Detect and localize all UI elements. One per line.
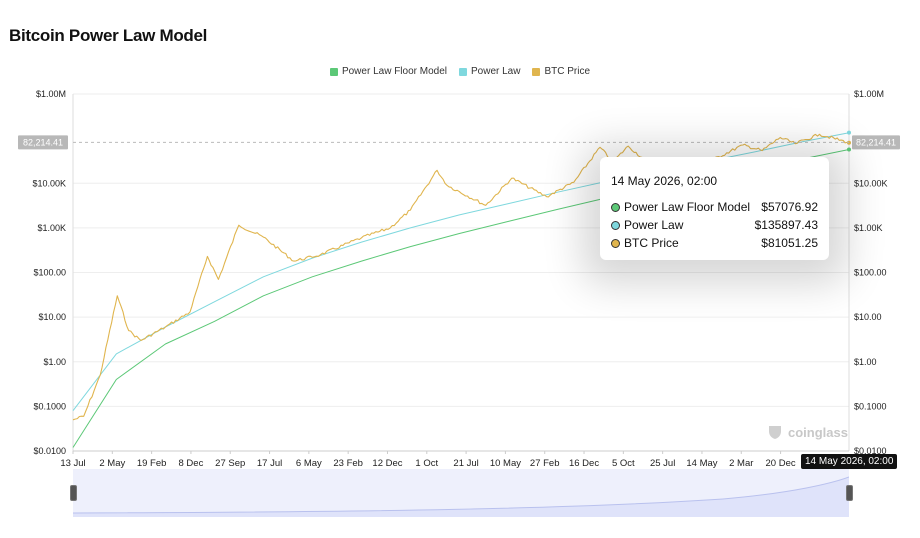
series-line-btc-price xyxy=(72,133,850,421)
x-tick-label: 8 Dec xyxy=(179,458,204,469)
watermark: coinglass xyxy=(766,423,848,441)
page-title: Bitcoin Power Law Model xyxy=(9,26,208,45)
legend-label: Power Law xyxy=(471,66,521,77)
tooltip-series-name: BTC Price xyxy=(624,236,679,250)
y-tick-label-right: $1.00 xyxy=(854,357,877,367)
tooltip-series-value: $81051.25 xyxy=(761,236,818,250)
crosshair-price-box-left xyxy=(18,135,68,150)
y-tick-label-left: $100.00 xyxy=(33,268,66,278)
y-tick-label-right: $1.00M xyxy=(854,89,884,99)
y-tick-label-left: $1.00M xyxy=(36,89,66,99)
y-tick-label-left: $10.00 xyxy=(38,312,66,322)
chart-tooltip: 14 May 2026, 02:00 Power Law Floor Model… xyxy=(600,157,829,260)
crosshair-date-label: 14 May 2026, 02:00 xyxy=(801,454,898,469)
x-tick-label: 20 Dec xyxy=(766,458,796,469)
slider-preview xyxy=(73,476,849,517)
x-tick-label: 17 Jul xyxy=(257,458,282,469)
x-tick-label: 2 Mar xyxy=(729,458,753,469)
tooltip-row-floor-model: Power Law Floor Model $57076.92 xyxy=(611,198,818,216)
x-tick-label: 12 Dec xyxy=(372,458,402,469)
x-tick-label: 1 Oct xyxy=(415,458,438,469)
tooltip-series-name: Power Law Floor Model xyxy=(624,200,751,214)
x-tick-label: 16 Dec xyxy=(569,458,599,469)
tooltip-series-name: Power Law xyxy=(624,218,684,232)
y-tick-label-right: $0.1000 xyxy=(854,401,887,411)
crosshair-price-box-right xyxy=(852,135,900,150)
tooltip-dot-power-law xyxy=(611,220,620,230)
y-tick-label-right: $10.00K xyxy=(854,178,888,188)
chart-legend: Power Law Floor Model Power Law BTC Pric… xyxy=(0,66,920,77)
coinglass-logo-icon xyxy=(769,426,781,439)
x-tick-label: 5 Oct xyxy=(612,458,635,469)
y-tick-label-left: $10.00K xyxy=(32,178,66,188)
legend-item-power-law[interactable]: Power Law xyxy=(459,66,520,77)
y-tick-label-left: $1.00 xyxy=(43,357,66,367)
tooltip-row-power-law: Power Law $135897.43 xyxy=(611,216,818,234)
watermark-text: coinglass xyxy=(788,424,848,440)
x-tick-label: 23 Feb xyxy=(333,458,363,469)
x-tick-label: 27 Feb xyxy=(530,458,560,469)
legend-swatch-btc-price xyxy=(532,67,541,76)
tooltip-dot-btc-price xyxy=(611,238,620,248)
x-tick-label: 6 May xyxy=(296,458,322,469)
legend-swatch-floor-model xyxy=(329,67,338,76)
y-tick-label-right: $100.00 xyxy=(854,268,887,278)
x-tick-label: 21 Jul xyxy=(453,458,478,469)
y-tick-label-left: $1.00K xyxy=(37,223,66,233)
legend-item-floor-model[interactable]: Power Law Floor Model xyxy=(329,66,447,77)
y-tick-label-left: $0.1000 xyxy=(33,401,66,411)
y-tick-label-right: $0.0100 xyxy=(854,446,887,456)
legend-swatch-power-law xyxy=(459,67,467,76)
x-tick-label: 13 Jul xyxy=(60,458,85,469)
x-tick-label: 25 Jul xyxy=(650,458,675,469)
legend-item-btc-price[interactable]: BTC Price xyxy=(532,66,590,77)
x-tick-label: 10 May xyxy=(490,458,521,469)
y-tick-label-left: $0.0100 xyxy=(33,446,66,456)
tooltip-dot-floor-model xyxy=(611,202,620,212)
crosshair-price-label-left: 82,214.41 xyxy=(23,137,63,147)
x-tick-label: 27 Sep xyxy=(215,458,245,469)
hover-point-power-law-floor-model xyxy=(847,147,851,152)
y-tick-label-right: $1.00K xyxy=(854,223,883,233)
tooltip-series-value: $135897.43 xyxy=(754,218,818,232)
crosshair-price-label-right: 82,214.41 xyxy=(856,137,896,147)
hover-point-power-law xyxy=(847,130,851,135)
x-tick-label: 19 Feb xyxy=(137,458,167,469)
tooltip-series-value: $57076.92 xyxy=(761,200,818,214)
hover-point-btc-price xyxy=(847,140,851,145)
x-tick-label: 2 May xyxy=(99,458,125,469)
legend-label: Power Law Floor Model xyxy=(341,66,447,77)
slider-handle-left[interactable] xyxy=(70,485,77,501)
tooltip-date: 14 May 2026, 02:00 xyxy=(611,174,718,188)
legend-label: BTC Price xyxy=(544,66,591,77)
slider-handle-right[interactable] xyxy=(846,485,853,501)
x-tick-label: 14 May xyxy=(686,458,717,469)
range-slider[interactable] xyxy=(70,469,853,517)
y-tick-label-right: $10.00 xyxy=(854,312,882,322)
tooltip-row-btc-price: BTC Price $81051.25 xyxy=(611,234,818,252)
